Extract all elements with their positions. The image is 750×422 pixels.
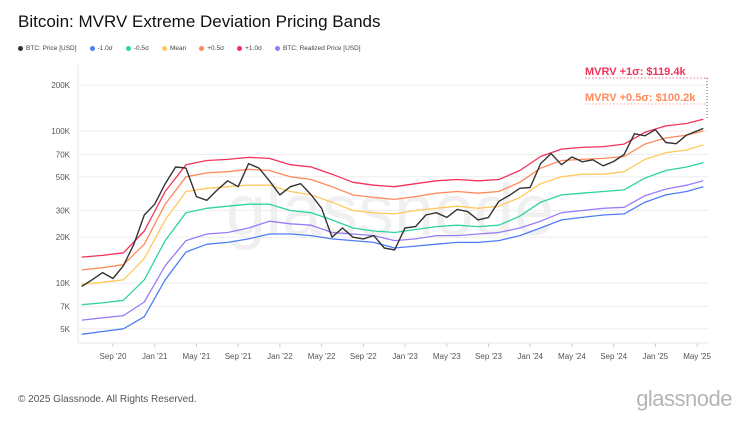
legend-item[interactable]: -1.0σ	[89, 45, 113, 52]
legend-dot-icon	[89, 46, 95, 51]
x-tick-label: May '23	[433, 352, 461, 361]
legend-dot-icon	[274, 46, 280, 51]
x-tick-label: Jan '25	[643, 352, 669, 361]
series-line--0.5-	[81, 161, 704, 306]
y-tick-label: 70K	[56, 151, 71, 160]
x-tick-label: Sep '20	[100, 352, 127, 361]
x-tick-label: May '22	[308, 352, 336, 361]
x-tick-label: Jan '21	[142, 352, 168, 361]
y-tick-label: 50K	[56, 173, 71, 182]
x-tick-label: Sep '23	[475, 352, 502, 361]
series-line--1.0-	[81, 118, 704, 258]
legend-label: BTC: Price [USD]	[26, 45, 77, 52]
legend: BTC: Price [USD] -1.0σ -0.5σ Mean +0.5σ +1.0σ…	[18, 45, 361, 52]
y-tick-label: 5K	[60, 325, 70, 334]
copyright-text: © 2025 Glassnode. All Rights Reserved.	[18, 394, 197, 405]
legend-dot-icon	[162, 46, 167, 51]
legend-label: +0.5σ	[207, 45, 225, 52]
x-tick-label: May '24	[558, 352, 586, 361]
glassnode-logo: glassnode	[636, 386, 732, 411]
annotation-plus-1-sigma: MVRV +1σ: $119.4k	[585, 66, 686, 78]
x-tick-label: Sep '24	[600, 352, 627, 361]
y-tick-label: 30K	[56, 206, 71, 215]
annotation-plus-0.5-sigma: MVRV +0.5σ: $100.2k	[585, 92, 696, 104]
legend-item[interactable]: +1.0σ	[237, 45, 262, 52]
legend-item[interactable]: BTC: Price [USD]	[18, 45, 77, 52]
y-tick-label: 200K	[51, 81, 70, 90]
y-tick-label: 20K	[56, 233, 71, 242]
x-tick-label: Sep '22	[350, 352, 377, 361]
legend-label: BTC: Realized Price [USD]	[282, 45, 361, 52]
y-tick-label: 100K	[51, 127, 70, 136]
legend-dot-icon	[125, 46, 131, 51]
legend-item[interactable]: BTC: Realized Price [USD]	[274, 45, 361, 52]
legend-dot-icon	[18, 46, 23, 51]
x-tick-label: Jan '24	[517, 352, 543, 361]
x-tick-label: May '21	[183, 352, 211, 361]
x-tick-label: May '25	[683, 352, 711, 361]
legend-item[interactable]: Mean	[162, 45, 186, 52]
series-line-btc-price-usd-	[81, 127, 704, 287]
legend-label: -0.5σ	[133, 45, 149, 52]
y-tick-label: 10K	[56, 279, 71, 288]
y-tick-label: 7K	[60, 303, 70, 312]
x-tick-label: Jan '23	[392, 352, 418, 361]
chart: glassnode200K100K70K50K30K20K10K7K5KSep …	[51, 65, 712, 361]
legend-label: Mean	[170, 45, 187, 52]
series-line--0.5-	[81, 130, 704, 271]
x-tick-label: Jan '22	[267, 352, 293, 361]
legend-item[interactable]: +0.5σ	[199, 45, 224, 52]
x-tick-label: Sep '21	[225, 352, 252, 361]
legend-label: -1.0σ	[97, 45, 113, 52]
chart-title: Bitcoin: MVRV Extreme Deviation Pricing …	[18, 12, 381, 31]
legend-item[interactable]: -0.5σ	[125, 45, 149, 52]
series-line-btc-realized-price-usd-	[81, 180, 704, 321]
legend-label: +1.0σ	[245, 45, 262, 52]
series-line--1.0-	[81, 186, 704, 335]
legend-dot-icon	[199, 46, 205, 51]
legend-dot-icon	[237, 46, 243, 51]
series-line-mean	[81, 144, 704, 285]
